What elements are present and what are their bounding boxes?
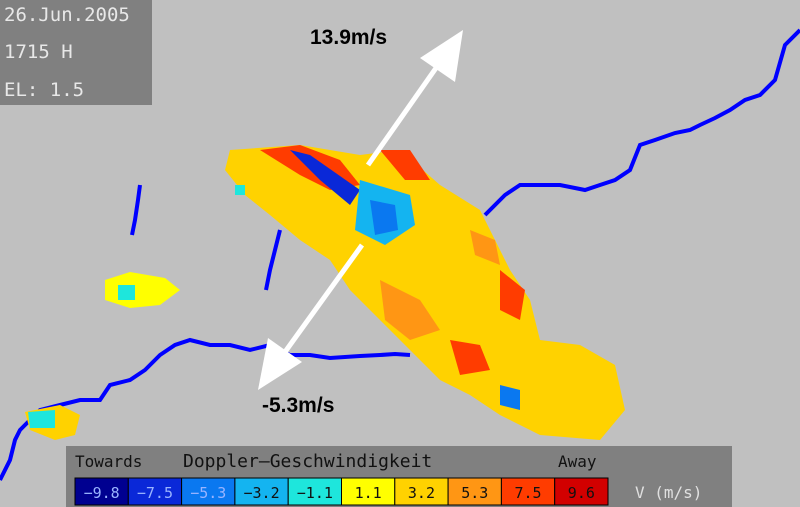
legend-label: 9.6 <box>568 484 595 502</box>
elevation: EL: 1.5 <box>4 79 84 101</box>
legend-label: 3.2 <box>408 484 435 502</box>
legend-scale: −9.8 −7.5 −5.3 −3.2 −1.1 1.1 3.2 5.3 7.5 9.6 <box>74 477 609 506</box>
legend-label: −1.1 <box>297 484 333 502</box>
legend-label: 1.1 <box>355 484 382 502</box>
legend-swatch <box>394 477 449 506</box>
legend-swatch <box>287 477 343 506</box>
legend-swatch <box>181 477 236 506</box>
legend-unit: V (m/s) <box>635 483 702 502</box>
legend-label: −9.8 <box>84 484 120 502</box>
away-speed: 13.9m/s <box>310 26 387 49</box>
legend-label: 5.3 <box>461 484 488 502</box>
echo <box>25 145 625 440</box>
wind-arrows <box>258 30 463 390</box>
legend-label: 7.5 <box>515 484 542 502</box>
legend-label: −3.2 <box>243 484 279 502</box>
legend-swatch <box>447 477 502 506</box>
legend-title: Doppler—Geschwindigkeit <box>183 451 432 472</box>
date: 26.Jun.2005 <box>4 4 130 26</box>
legend-swatch <box>74 477 129 506</box>
legend-label: −7.5 <box>137 484 173 502</box>
legend-away: Away <box>558 452 597 471</box>
legend-swatch <box>554 477 609 506</box>
info-box <box>0 0 152 105</box>
legend-towards: Towards <box>75 452 142 471</box>
time: 1715 H <box>4 41 73 63</box>
towards-speed: -5.3m/s <box>262 394 334 417</box>
legend-label: −5.3 <box>190 484 226 502</box>
